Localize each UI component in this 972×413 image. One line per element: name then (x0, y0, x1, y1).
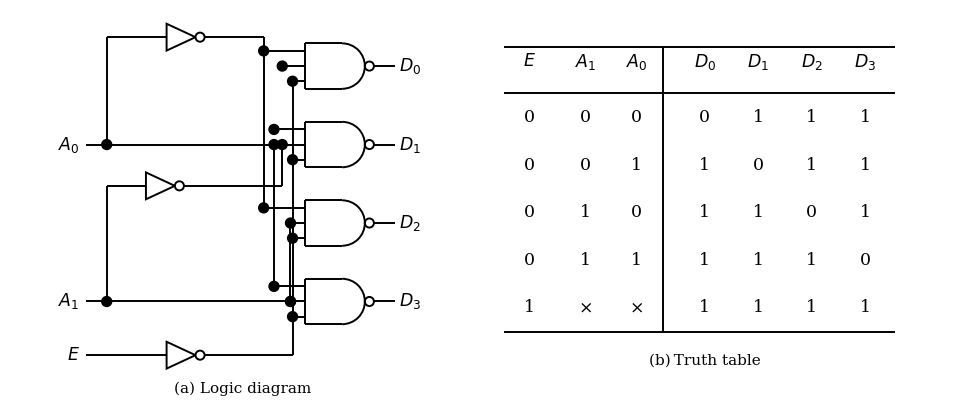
Text: $A_1$: $A_1$ (574, 52, 597, 72)
Circle shape (277, 61, 287, 71)
Text: ×: × (630, 299, 643, 316)
Text: $D_0$: $D_0$ (399, 56, 421, 76)
Text: 1: 1 (631, 252, 642, 269)
Text: 1: 1 (806, 109, 817, 126)
Circle shape (288, 312, 297, 322)
Text: 1: 1 (752, 299, 764, 316)
Text: 0: 0 (524, 204, 536, 221)
Text: 1: 1 (699, 299, 711, 316)
Text: 0: 0 (752, 157, 764, 174)
Text: 0: 0 (580, 109, 591, 126)
Text: 1: 1 (859, 299, 871, 316)
Text: 1: 1 (806, 299, 817, 316)
Text: 1: 1 (631, 157, 642, 174)
Text: $D_2$: $D_2$ (399, 213, 421, 233)
Circle shape (102, 140, 112, 150)
Text: 1: 1 (524, 299, 536, 316)
Circle shape (286, 297, 295, 306)
Text: 1: 1 (859, 109, 871, 126)
Circle shape (259, 203, 268, 213)
Circle shape (269, 140, 279, 150)
Circle shape (288, 155, 297, 165)
Text: $E$: $E$ (67, 347, 80, 364)
Text: 1: 1 (699, 157, 711, 174)
Circle shape (269, 124, 279, 134)
Text: 0: 0 (580, 157, 591, 174)
Text: 1: 1 (806, 252, 817, 269)
Text: $D_3$: $D_3$ (399, 292, 421, 311)
Text: $D_1$: $D_1$ (747, 52, 769, 72)
Circle shape (288, 76, 297, 86)
Text: 1: 1 (752, 109, 764, 126)
Text: 1: 1 (699, 204, 711, 221)
Text: 0: 0 (859, 252, 871, 269)
Text: $D_2$: $D_2$ (801, 52, 822, 72)
Text: $A_1$: $A_1$ (58, 292, 80, 311)
Text: $D_3$: $D_3$ (854, 52, 876, 72)
Text: 0: 0 (699, 109, 711, 126)
Text: 1: 1 (806, 157, 817, 174)
Circle shape (286, 218, 295, 228)
Circle shape (269, 281, 279, 291)
Text: 1: 1 (699, 252, 711, 269)
Text: ×: × (578, 299, 593, 316)
Text: $D_0$: $D_0$ (694, 52, 715, 72)
Text: 1: 1 (859, 157, 871, 174)
Text: 1: 1 (859, 204, 871, 221)
Text: 0: 0 (631, 204, 642, 221)
Text: (b) Truth table: (b) Truth table (649, 354, 760, 368)
Text: 1: 1 (580, 252, 591, 269)
Text: 1: 1 (580, 204, 591, 221)
Text: $E$: $E$ (523, 53, 537, 71)
Text: $A_0$: $A_0$ (58, 135, 80, 154)
Text: 0: 0 (524, 157, 536, 174)
Text: (a) Logic diagram: (a) Logic diagram (174, 382, 312, 396)
Text: 0: 0 (524, 252, 536, 269)
Text: $D_1$: $D_1$ (399, 135, 421, 154)
Text: 1: 1 (752, 204, 764, 221)
Circle shape (286, 297, 295, 306)
Circle shape (288, 233, 297, 243)
Text: 1: 1 (752, 252, 764, 269)
Circle shape (259, 46, 268, 56)
Text: 0: 0 (631, 109, 642, 126)
Circle shape (277, 140, 287, 150)
Text: 0: 0 (806, 204, 817, 221)
Circle shape (102, 297, 112, 306)
Text: 0: 0 (524, 109, 536, 126)
Text: $A_0$: $A_0$ (626, 52, 647, 72)
